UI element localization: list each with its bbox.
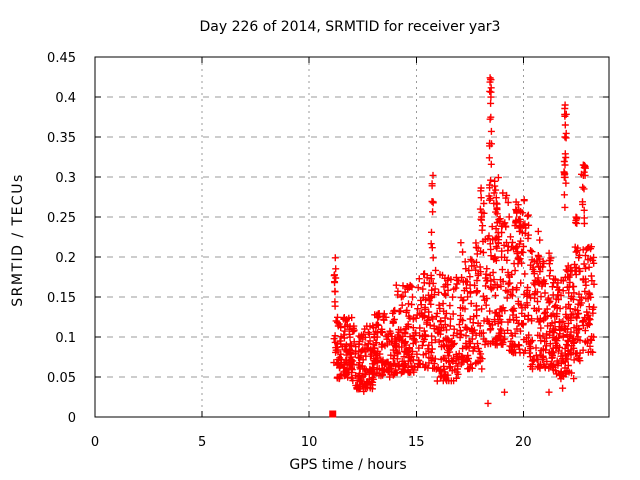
y-tick-labels: 0 0.05 0.1 0.15 0.2 0.25 0.3 0.35 0.4 0.45 [47,51,76,426]
y-axis-label: SRMTID / TECUs [10,173,26,307]
y-tick-label: 0.2 [55,251,76,266]
y-tick-label: 0.4 [55,91,76,106]
x-axis-label: GPS time / hours [289,457,406,473]
x-tick-label: 15 [408,435,425,450]
scatter-points [330,74,598,407]
plot-border [94,56,610,418]
x-tick-labels: 0 5 10 15 20 [91,435,532,450]
y-tick-label: 0.05 [47,371,76,386]
chart-title: Day 226 of 2014, SRMTID for receiver yar… [200,19,501,35]
y-tick-label: 0.35 [47,131,76,146]
scatter-points-layer [329,74,598,418]
y-tick-label: 0.25 [47,211,76,226]
y-tick-label: 0 [68,411,76,426]
x-tick-label: 10 [301,435,318,450]
x-tick-label: 0 [91,435,99,450]
y-tick-label: 0.1 [55,331,76,346]
y-tick-label: 0.15 [47,291,76,306]
x-tick-label: 20 [515,435,532,450]
special-point-square [329,410,337,418]
y-tick-label: 0.45 [47,51,76,66]
x-tick-label: 5 [198,435,206,450]
y-tick-label: 0.3 [55,171,76,186]
